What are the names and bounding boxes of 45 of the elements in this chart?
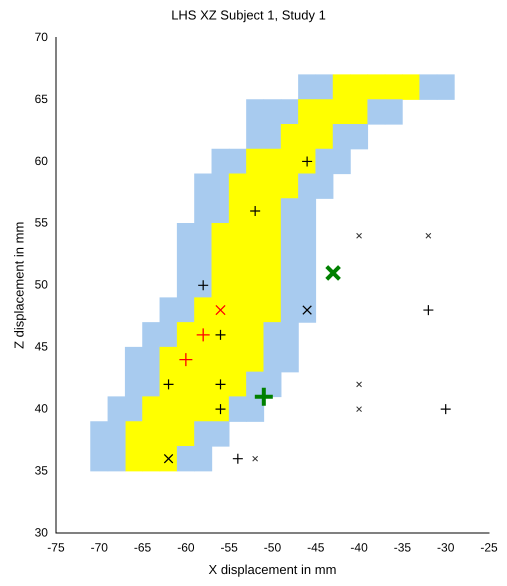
x-tick-label: -60 bbox=[177, 540, 195, 555]
y-tick-label: 65 bbox=[34, 92, 48, 106]
point bbox=[422, 304, 434, 316]
x-tick-label: -50 bbox=[264, 540, 282, 555]
point bbox=[302, 156, 313, 168]
x-tick-label: -30 bbox=[437, 540, 455, 555]
point bbox=[214, 404, 226, 415]
y-tick-label: 50 bbox=[34, 278, 48, 292]
point bbox=[356, 381, 362, 388]
point bbox=[214, 378, 226, 390]
x-tick-label: -45 bbox=[307, 540, 325, 555]
point bbox=[302, 305, 312, 315]
y-tick-label: 40 bbox=[34, 401, 48, 416]
point bbox=[250, 205, 261, 217]
point bbox=[164, 454, 174, 464]
x-tick-label: -40 bbox=[350, 540, 368, 555]
y-tick-label: 70 bbox=[34, 30, 48, 44]
y-axis-title: Z displacement in mm bbox=[11, 222, 26, 349]
point bbox=[215, 304, 226, 316]
x-tick-label: -55 bbox=[220, 540, 238, 555]
point bbox=[162, 378, 174, 390]
point bbox=[356, 406, 362, 412]
point bbox=[196, 328, 210, 342]
point bbox=[324, 264, 342, 282]
y-tick-label: 55 bbox=[34, 216, 48, 230]
x-tick-label: -65 bbox=[134, 540, 152, 555]
y-tick-label: 35 bbox=[34, 463, 48, 478]
y-tick-label: 45 bbox=[34, 340, 48, 354]
x-axis-title: X displacement in mm bbox=[208, 562, 336, 577]
point bbox=[178, 352, 194, 367]
chart-title: LHS XZ Subject 1, Study 1 bbox=[171, 7, 326, 22]
point bbox=[232, 453, 244, 464]
y-tick-label: 60 bbox=[34, 154, 48, 168]
point bbox=[252, 386, 275, 408]
point bbox=[356, 232, 362, 239]
point bbox=[440, 404, 452, 415]
point bbox=[425, 232, 432, 239]
point bbox=[198, 280, 209, 291]
point bbox=[252, 456, 258, 462]
x-tick-label: -25 bbox=[480, 540, 498, 555]
x-tick-label: -35 bbox=[394, 540, 412, 555]
point bbox=[214, 329, 226, 340]
y-tick-label: 30 bbox=[34, 525, 48, 540]
x-tick-label: -75 bbox=[47, 540, 65, 555]
x-tick-label: -70 bbox=[90, 540, 108, 555]
